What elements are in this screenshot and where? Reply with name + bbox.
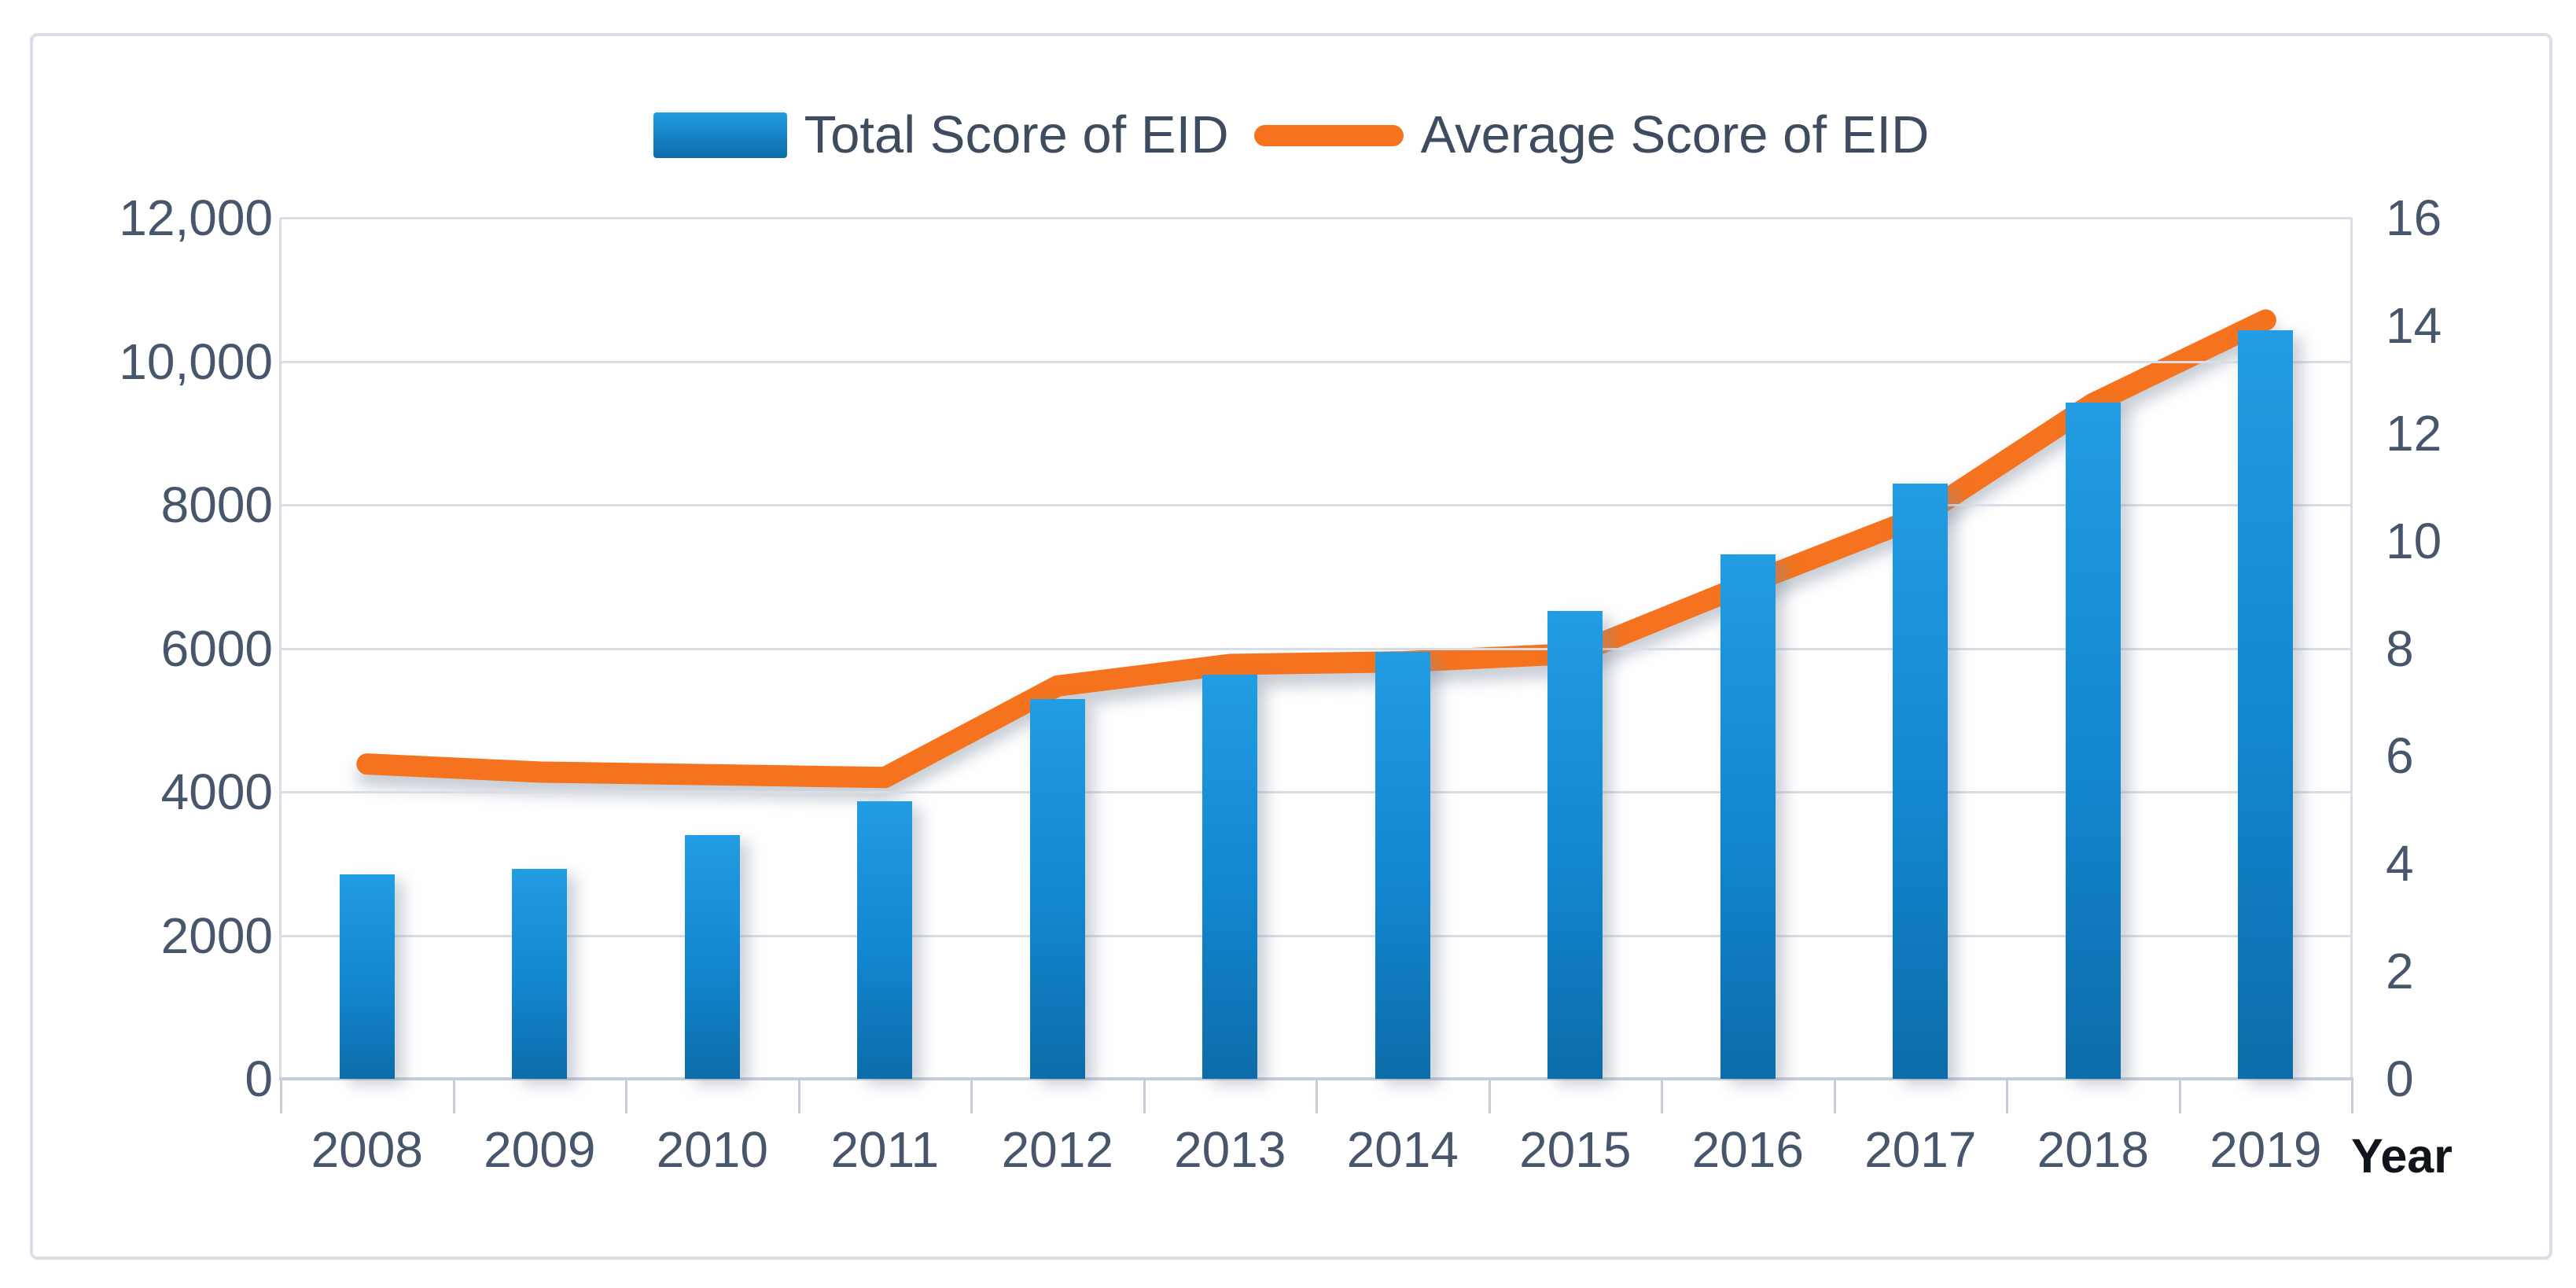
bar-2013 (1202, 675, 1258, 1079)
x-axis-tick (797, 1079, 800, 1113)
bar-2017 (1893, 483, 1949, 1079)
chart-frame: Total Score of EID Average Score of EID … (30, 33, 2552, 1260)
x-axis-tick (1143, 1079, 1146, 1113)
right-axis-tick-label: 12 (2386, 404, 2442, 462)
right-axis-tick-label: 0 (2386, 1051, 2414, 1107)
x-axis-label-2017: 2017 (1864, 1121, 1977, 1178)
gridline-6000 (281, 647, 2352, 650)
right-axis-tick-label: 14 (2386, 296, 2442, 354)
bar-2011 (857, 800, 913, 1079)
right-axis-tick-label: 16 (2386, 190, 2442, 246)
bar-2012 (1029, 699, 1085, 1079)
x-axis-label-2019: 2019 (2210, 1121, 2322, 1178)
x-axis-tick (2178, 1079, 2181, 1113)
right-axis-tick-label: 4 (2386, 835, 2414, 892)
x-axis-tick (2006, 1079, 2008, 1113)
x-axis-tick (625, 1079, 627, 1113)
gridline-4000 (281, 791, 2352, 793)
x-axis-tick (1316, 1079, 1318, 1113)
x-axis-tick (1661, 1079, 1663, 1113)
x-axis-label-2013: 2013 (1174, 1121, 1286, 1178)
x-axis-title: Year (2351, 1129, 2453, 1183)
left-axis-tick-label: 10,000 (119, 333, 273, 390)
legend: Total Score of EID Average Score of EID (33, 105, 2549, 165)
x-axis-label-2015: 2015 (1519, 1121, 1632, 1178)
right-axis-tick-label: 6 (2386, 727, 2414, 785)
bar-2015 (1547, 611, 1603, 1079)
x-axis-label-2018: 2018 (2037, 1121, 2149, 1178)
bar-2018 (2065, 402, 2121, 1079)
bar-2009 (512, 868, 568, 1079)
bar-2008 (339, 874, 395, 1079)
total-score-swatch-icon (653, 112, 787, 158)
bar-2019 (2238, 330, 2294, 1079)
left-axis-line (279, 218, 282, 1079)
plot-area (279, 217, 2353, 1113)
x-axis-label-2014: 2014 (1346, 1121, 1459, 1178)
right-axis-tick-label: 10 (2386, 512, 2442, 569)
x-axis-label-2012: 2012 (1001, 1121, 1113, 1178)
x-axis-label-2016: 2016 (1691, 1121, 1804, 1178)
left-axis-tick-label: 6000 (160, 620, 273, 677)
left-axis-tick-label: 0 (245, 1051, 273, 1107)
x-axis-tick (2351, 1079, 2353, 1113)
bar-2010 (684, 834, 740, 1079)
left-axis-tick-label: 12,000 (119, 190, 273, 246)
x-axis-tick (280, 1079, 282, 1113)
legend-label-average-score: Average Score of EID (1420, 105, 1930, 164)
legend-label-total-score: Total Score of EID (804, 105, 1229, 164)
right-axis-tick-label: 2 (2386, 943, 2414, 1000)
gridline-8000 (281, 504, 2352, 506)
average-score-line (356, 309, 2276, 789)
x-axis-tick (452, 1079, 455, 1113)
gridline-2000 (281, 934, 2352, 937)
gridline-12000 (281, 217, 2352, 219)
x-axis-tick (1833, 1079, 1836, 1113)
gridline-10000 (281, 360, 2352, 363)
x-axis-label-2008: 2008 (311, 1121, 423, 1178)
left-axis-tick-label: 4000 (160, 764, 273, 820)
x-axis-tick (970, 1079, 973, 1113)
left-axis-tick-label: 8000 (160, 477, 273, 533)
x-axis-tick (1488, 1079, 1491, 1113)
x-axis-label-2011: 2011 (830, 1121, 940, 1178)
bar-2014 (1374, 652, 1430, 1079)
bar-2016 (1720, 554, 1776, 1079)
x-axis-label-2009: 2009 (484, 1121, 596, 1178)
right-axis-tick-label: 8 (2386, 620, 2414, 677)
average-score-line-icon (1253, 124, 1404, 146)
x-axis-label-2010: 2010 (656, 1121, 768, 1178)
left-axis-tick-label: 2000 (160, 907, 273, 964)
